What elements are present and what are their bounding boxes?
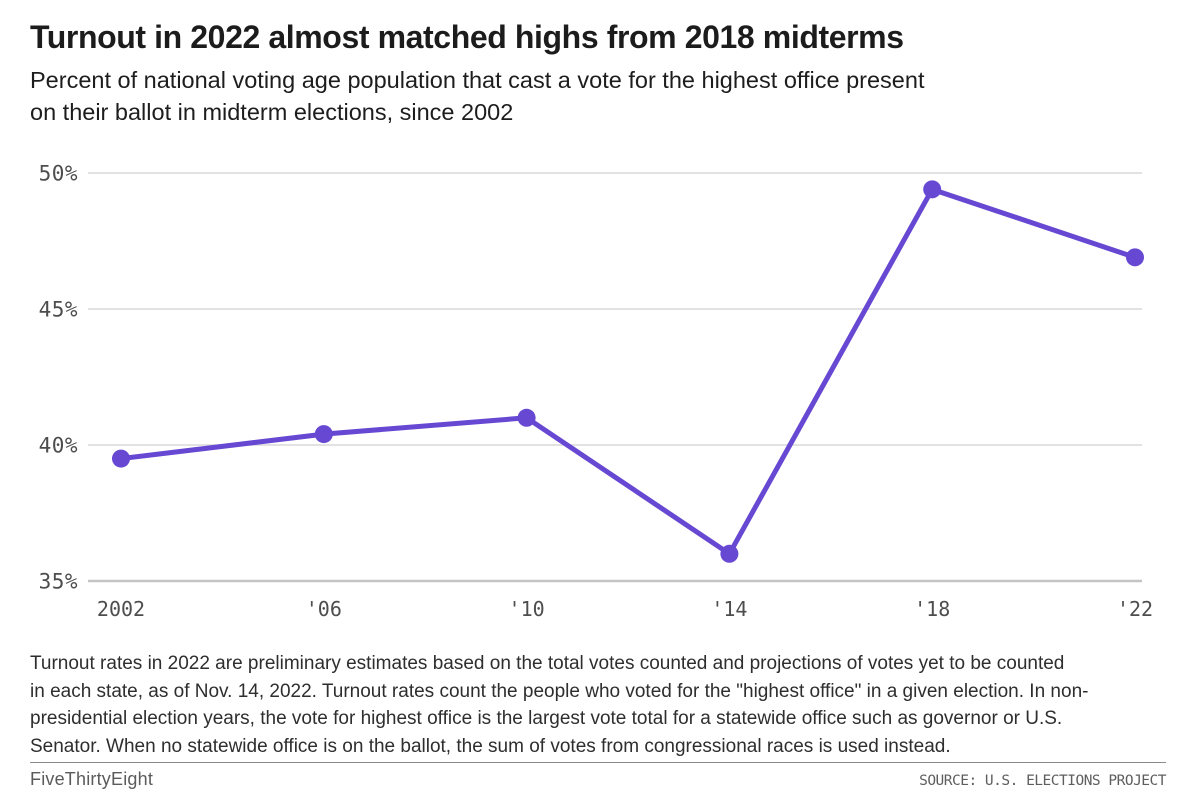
footnote-line: presidential election years, the vote fo… [30, 708, 1063, 729]
x-tick-label: '14 [711, 597, 747, 621]
chart-footnote: Turnout rates in 2022 are preliminary es… [30, 650, 1088, 760]
x-tick-label: 2002 [97, 597, 145, 621]
data-point [517, 408, 536, 427]
footer: FiveThirtyEight SOURCE: U.S. ELECTIONS P… [30, 769, 1166, 790]
x-tick-label: '06 [306, 597, 342, 621]
chart-subtitle-line: on their ballot in midterm elections, si… [30, 99, 514, 125]
data-point [112, 449, 130, 468]
footer-divider [30, 762, 1166, 763]
x-tick-label: '18 [914, 597, 950, 621]
footnote-line: Turnout rates in 2022 are preliminary es… [30, 653, 1065, 674]
page-title: Turnout in 2022 almost matched highs fro… [30, 19, 904, 55]
y-tick-label: 35% [39, 570, 78, 594]
chart-subtitle-line: Percent of national voting age populatio… [30, 67, 925, 93]
data-point [923, 180, 942, 199]
y-tick-label: 40% [39, 434, 78, 458]
x-tick-label: '10 [509, 597, 545, 621]
data-point [1126, 248, 1144, 267]
y-tick-label: 45% [39, 298, 78, 322]
footnote-line: Senator. When no statewide office is on … [30, 735, 951, 757]
source-credit: SOURCE: U.S. ELECTIONS PROJECT [919, 773, 1166, 789]
y-tick-label: 50% [39, 162, 78, 186]
footnote-line: in each state, as of Nov. 14, 2022. Turn… [30, 680, 1089, 702]
x-tick-label: '22 [1117, 597, 1153, 621]
turnout-line-chart: 50% 45% 40% 35% 2002 '06 '10 '14 '18 '22 [39, 162, 1154, 622]
fivethirtyeight-logo: FiveThirtyEight [30, 769, 154, 789]
turnout-line [118, 186, 1138, 557]
chart-subtitle: Percent of national voting age populatio… [30, 64, 924, 128]
data-point [314, 425, 333, 444]
data-point [720, 544, 739, 563]
